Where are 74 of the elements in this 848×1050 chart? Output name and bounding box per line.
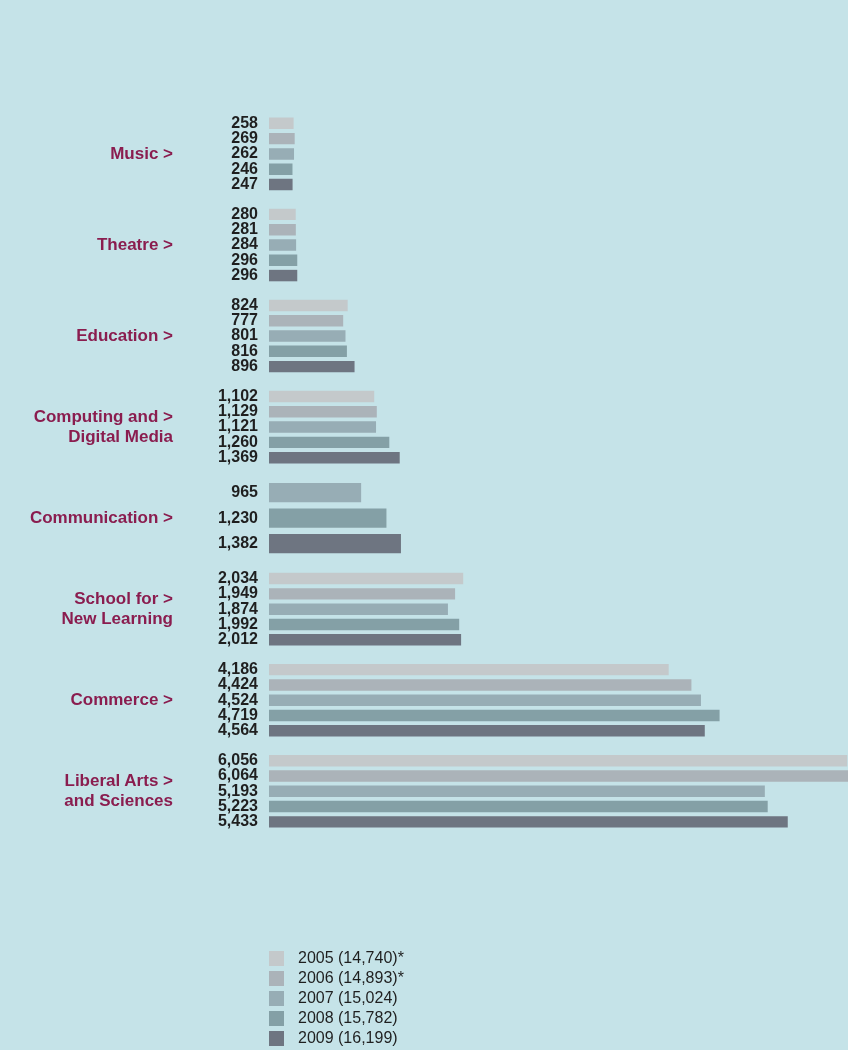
data-label: 6,056: [217, 751, 259, 769]
data-label: 296: [231, 265, 259, 283]
bar: [269, 588, 456, 600]
bar: [269, 208, 296, 221]
y-tick-label: Theatre >: [96, 234, 174, 254]
y-tick-label: Commerce >: [70, 689, 174, 709]
data-label: 1,230: [217, 508, 259, 526]
bar: [269, 223, 296, 236]
legend-label: 2008 (15,782): [298, 1009, 398, 1027]
data-label: 4,186: [217, 660, 259, 678]
bar: [269, 816, 788, 828]
legend-label: 2009 (16,199): [298, 1029, 398, 1047]
data-label: 4,564: [217, 721, 259, 739]
data-label: 824: [231, 295, 259, 313]
data-label: 284: [231, 235, 259, 253]
bar: [269, 239, 297, 251]
bar: [269, 754, 848, 767]
bar: [269, 603, 448, 615]
bar: [269, 178, 293, 191]
bar: [269, 785, 765, 798]
y-tick-label: Communication >: [29, 507, 174, 527]
bar: [269, 694, 701, 706]
bar: [269, 572, 464, 585]
bar: [269, 269, 298, 282]
data-label: 296: [231, 250, 259, 268]
bar: [269, 163, 293, 175]
data-label: 777: [231, 311, 259, 329]
bar: [269, 634, 462, 646]
bar: [269, 679, 692, 691]
bar: [269, 117, 294, 130]
data-label: 2,012: [217, 630, 259, 648]
y-tick-label: Music >: [110, 143, 174, 163]
y-tick-label: School for > New Learning: [61, 588, 174, 629]
data-label: 816: [231, 341, 259, 359]
data-label: 965: [231, 483, 259, 501]
bar: [269, 254, 298, 267]
y-tick-label: Computing and > Digital Media: [33, 406, 174, 446]
data-label: 246: [231, 159, 259, 177]
bar: [269, 390, 375, 403]
bar: [269, 299, 348, 312]
data-label: 896: [231, 357, 259, 375]
bar: [269, 618, 460, 631]
bar: [269, 330, 346, 342]
bar: [269, 770, 848, 782]
data-label: 801: [231, 326, 259, 344]
bar: [269, 132, 295, 145]
data-label: 1,382: [217, 534, 259, 552]
y-tick-label: Liberal Arts > and Sciences: [64, 770, 174, 811]
bar: [269, 406, 377, 418]
data-label: 281: [231, 220, 259, 238]
legend-label: 2006 (14,893)*: [298, 969, 404, 987]
bar: [269, 663, 669, 676]
bar: [269, 725, 705, 737]
data-label: 262: [231, 144, 259, 162]
bar: [269, 148, 295, 160]
data-label: 1,102: [217, 386, 259, 404]
legend-label: 2007 (15,024): [298, 989, 398, 1007]
data-label: 2,034: [217, 568, 259, 586]
bar: [269, 800, 768, 813]
bar: [269, 709, 720, 722]
y-tick-label: Education >: [76, 325, 174, 345]
data-label: 247: [231, 174, 259, 192]
data-label: 269: [231, 129, 259, 147]
bar: [269, 360, 355, 373]
bar: [269, 314, 344, 327]
bar: [269, 345, 347, 358]
data-label: 280: [231, 204, 259, 222]
bar: [269, 421, 377, 433]
data-label: 1,369: [217, 448, 259, 466]
legend-label: 2005 (14,740)*: [298, 949, 404, 967]
data-label: 258: [231, 113, 259, 131]
bar: [269, 436, 390, 449]
data-label: 1,129: [217, 402, 259, 420]
bar: [269, 451, 400, 464]
